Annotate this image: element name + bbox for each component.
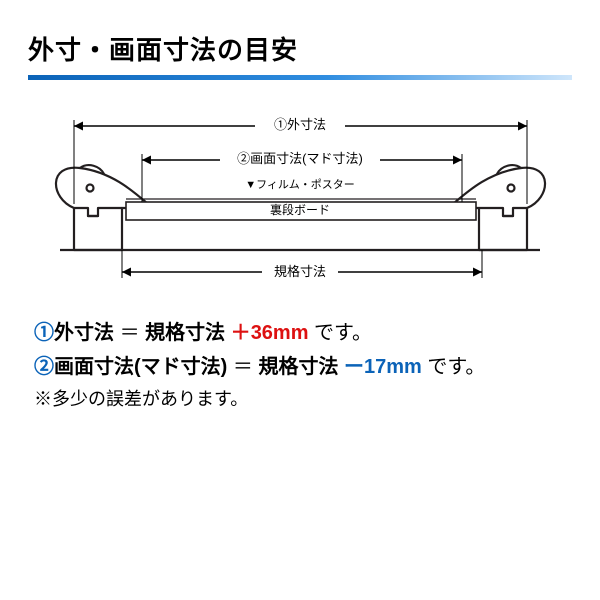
note2-lhs: 画面寸法(マド寸法) bbox=[54, 356, 233, 378]
note-line-3: ※多少の誤差があります。 bbox=[34, 384, 566, 415]
note1-lhs: 外寸法 bbox=[54, 322, 120, 344]
dim-outer-label: ①外寸法 bbox=[274, 117, 326, 132]
note1-kw: 規格寸法 bbox=[145, 322, 225, 344]
board-label: 裏段ボード bbox=[270, 202, 330, 217]
film-label: ▼フィルム・ポスター bbox=[245, 178, 354, 191]
note2-minus: ー bbox=[338, 356, 364, 378]
page-title: 外寸・画面寸法の目安 bbox=[28, 30, 572, 67]
note2-kw: 規格寸法 bbox=[258, 356, 338, 378]
circle-2: ② bbox=[34, 356, 54, 378]
dim-std-label: 規格寸法 bbox=[274, 264, 326, 279]
note1-plus: ＋ bbox=[225, 322, 251, 344]
note-line-2: ②画面寸法(マド寸法) ＝ 規格寸法 ー17mm です。 bbox=[34, 350, 566, 384]
note1-eq: ＝ bbox=[120, 322, 146, 344]
title-underline bbox=[28, 75, 572, 80]
cross-section-diagram: ▼フィルム・ポスター 裏段ボード ①外寸法 ②画面寸法(マド寸法) 規格寸法 bbox=[30, 104, 570, 294]
dim-screen-label: ②画面寸法(マド寸法) bbox=[237, 151, 363, 166]
note-line-1: ①外寸法 ＝ 規格寸法 ＋36mm です。 bbox=[34, 316, 566, 350]
note2-val: 17mm bbox=[364, 356, 422, 378]
note2-eq: ＝ bbox=[233, 356, 259, 378]
note2-tail: です。 bbox=[422, 356, 486, 378]
diagram-wrap: ▼フィルム・ポスター 裏段ボード ①外寸法 ②画面寸法(マド寸法) 規格寸法 bbox=[28, 104, 572, 294]
note1-val: 36mm bbox=[251, 322, 309, 344]
notes-block: ①外寸法 ＝ 規格寸法 ＋36mm です。 ②画面寸法(マド寸法) ＝ 規格寸法… bbox=[28, 316, 572, 415]
circle-1: ① bbox=[34, 322, 54, 344]
note1-tail: です。 bbox=[309, 322, 373, 344]
